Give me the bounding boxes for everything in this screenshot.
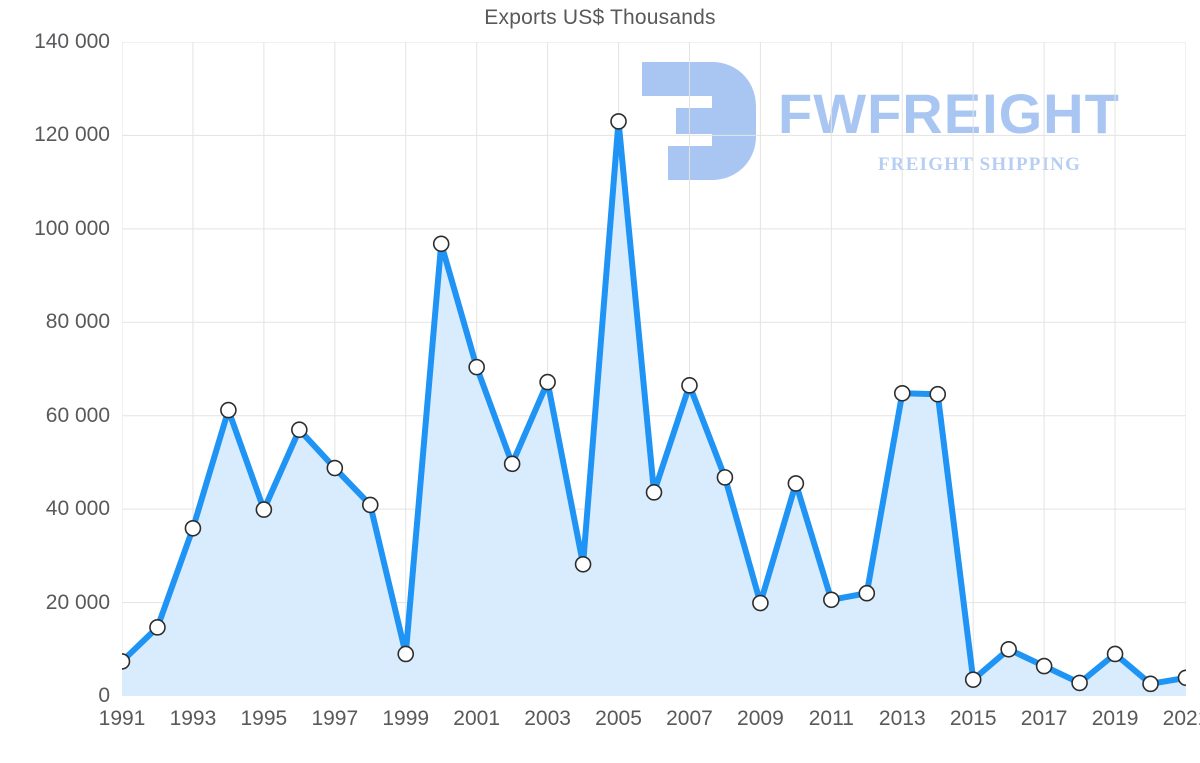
x-axis-tick-label: 2019 bbox=[1091, 707, 1139, 730]
data-point[interactable] bbox=[326, 459, 344, 477]
x-axis-tick-label: 2005 bbox=[595, 707, 642, 730]
x-axis-tick-label: 2001 bbox=[453, 707, 501, 730]
data-point[interactable] bbox=[823, 591, 840, 609]
data-point[interactable] bbox=[610, 113, 627, 130]
data-point[interactable] bbox=[220, 401, 237, 419]
data-point[interactable] bbox=[1000, 640, 1017, 658]
data-point[interactable] bbox=[681, 377, 698, 394]
plot-area bbox=[122, 42, 1186, 696]
y-axis-tick-label: 120 000 bbox=[34, 123, 110, 147]
data-point[interactable] bbox=[1071, 674, 1088, 692]
data-point[interactable] bbox=[291, 421, 308, 439]
y-axis-tick-label: 80 000 bbox=[45, 310, 110, 334]
data-point[interactable] bbox=[1177, 669, 1187, 687]
x-axis-tick-label: 2013 bbox=[878, 707, 926, 730]
x-axis-tick-label: 1999 bbox=[382, 707, 430, 730]
data-point[interactable] bbox=[645, 484, 663, 501]
data-point[interactable] bbox=[255, 501, 273, 518]
x-axis-tick-label: 1995 bbox=[240, 707, 288, 730]
data-point[interactable] bbox=[149, 619, 166, 636]
data-point[interactable] bbox=[184, 519, 202, 537]
x-axis-tick-label: 1993 bbox=[169, 707, 217, 730]
data-point[interactable] bbox=[929, 385, 947, 403]
series-markers bbox=[122, 113, 1187, 693]
y-axis-tick-label: 20 000 bbox=[45, 590, 110, 614]
chart-title: Exports US$ Thousands bbox=[484, 6, 716, 29]
data-point[interactable] bbox=[787, 475, 805, 492]
x-axis-tick-label: 2015 bbox=[949, 707, 997, 730]
data-point[interactable] bbox=[468, 358, 485, 376]
data-point[interactable] bbox=[858, 584, 876, 602]
data-point[interactable] bbox=[964, 671, 982, 688]
x-axis-tick-label: 2017 bbox=[1020, 707, 1068, 730]
y-axis-tick-label: 40 000 bbox=[45, 497, 110, 521]
x-axis-tick-label: 2003 bbox=[524, 707, 571, 730]
y-axis-tick-label: 140 000 bbox=[34, 30, 110, 53]
data-point[interactable] bbox=[574, 555, 592, 573]
y-axis-labels: 0 20 000 40 000 60 000 80 000 100 000 120 000 1… bbox=[0, 30, 110, 707]
data-point[interactable] bbox=[752, 594, 769, 612]
x-axis-labels: 1991 1993 1995 1997 1999 2001 2003 2005 2007 2009… bbox=[0, 707, 1200, 741]
y-axis-tick-label: 60 000 bbox=[45, 403, 110, 427]
y-axis-tick-label: 0 bbox=[98, 684, 110, 707]
data-point[interactable] bbox=[397, 645, 415, 663]
data-point[interactable] bbox=[122, 653, 131, 670]
data-point[interactable] bbox=[539, 373, 556, 391]
x-axis-tick-label: 2021 bbox=[1162, 707, 1200, 730]
data-point[interactable] bbox=[1142, 675, 1159, 693]
data-point[interactable] bbox=[893, 384, 911, 402]
x-axis-tick-label: 2009 bbox=[737, 707, 784, 730]
x-axis-tick-label: 1997 bbox=[311, 707, 359, 730]
data-point[interactable] bbox=[716, 469, 734, 486]
data-point[interactable] bbox=[503, 455, 521, 473]
data-point[interactable] bbox=[432, 235, 450, 253]
data-point[interactable] bbox=[1035, 657, 1053, 675]
x-axis-tick-label: 2011 bbox=[808, 707, 854, 730]
x-axis-tick-label: 2007 bbox=[666, 707, 713, 730]
gridlines bbox=[122, 42, 1186, 696]
y-axis-tick-label: 100 000 bbox=[34, 216, 110, 240]
data-point[interactable] bbox=[361, 496, 379, 514]
x-axis-tick-label: 1991 bbox=[98, 707, 146, 730]
data-point[interactable] bbox=[1106, 645, 1124, 663]
